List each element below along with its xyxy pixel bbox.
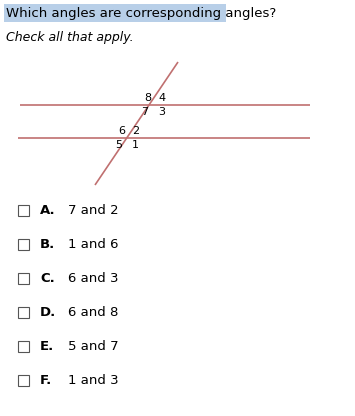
Text: F.: F. [40, 374, 52, 386]
Text: 1 and 6: 1 and 6 [68, 238, 119, 250]
Bar [18, 341, 29, 352]
Text: E.: E. [40, 339, 54, 352]
Text: 6: 6 [119, 126, 126, 136]
Text: 5 and 7: 5 and 7 [68, 339, 119, 352]
Text: 7 and 2: 7 and 2 [68, 203, 119, 216]
Text: D.: D. [40, 305, 56, 319]
Bar [18, 205, 29, 215]
Text: 1: 1 [131, 140, 138, 150]
Text: 2: 2 [132, 126, 140, 136]
Text: 4: 4 [158, 93, 165, 103]
Bar [18, 272, 29, 283]
Text: B.: B. [40, 238, 55, 250]
Bar [18, 307, 29, 317]
Text: 1 and 3: 1 and 3 [68, 374, 119, 386]
Text: 6 and 8: 6 and 8 [68, 305, 118, 319]
Text: 3: 3 [158, 107, 165, 117]
Bar [18, 238, 29, 250]
Text: Check all that apply.: Check all that apply. [6, 32, 133, 45]
Text: Which angles are corresponding angles?: Which angles are corresponding angles? [6, 7, 276, 20]
Bar [18, 374, 29, 386]
Text: 5: 5 [115, 140, 122, 150]
Text: C.: C. [40, 272, 55, 285]
Text: 7: 7 [141, 107, 148, 117]
Text: 8: 8 [144, 93, 152, 103]
Text: A.: A. [40, 203, 56, 216]
FancyBboxPatch shape [4, 4, 226, 22]
Text: 6 and 3: 6 and 3 [68, 272, 119, 285]
